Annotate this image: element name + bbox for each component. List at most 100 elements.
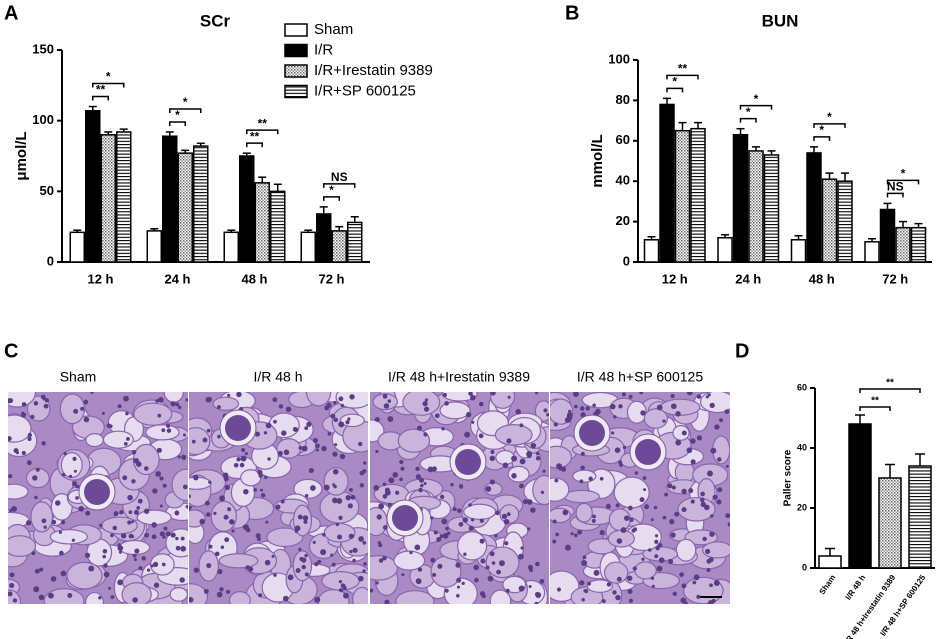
nucleus: [681, 430, 687, 436]
nucleus: [522, 499, 528, 505]
nucleus: [552, 519, 557, 524]
nucleus: [579, 479, 584, 484]
bar: [146, 230, 162, 263]
nucleus: [30, 414, 35, 419]
nucleus: [332, 468, 339, 475]
nucleus: [340, 583, 346, 589]
nucleus: [681, 583, 687, 589]
nucleus: [419, 477, 425, 483]
nucleus: [526, 451, 533, 457]
tubule: [463, 503, 497, 520]
nucleus: [378, 503, 385, 510]
glomerulus: [84, 479, 110, 505]
nucleus: [526, 499, 533, 505]
nucleus: [60, 570, 67, 577]
tubule: [532, 474, 549, 506]
nucleus: [707, 393, 711, 397]
nucleus: [304, 493, 309, 498]
micrograph-title: I/R 48 h+SP 600125: [577, 369, 703, 385]
nucleus: [427, 466, 434, 473]
nucleus: [294, 427, 299, 432]
nucleus: [641, 557, 645, 561]
nucleus: [502, 462, 509, 468]
nucleus: [26, 460, 32, 466]
bar: [908, 465, 932, 569]
nucleus: [592, 403, 596, 408]
nucleus: [420, 483, 424, 488]
nucleus: [716, 499, 722, 505]
bar: [895, 226, 911, 263]
nucleus: [177, 455, 181, 459]
nucleus: [579, 406, 585, 411]
nucleus: [627, 589, 633, 594]
nucleus: [350, 494, 356, 500]
nucleus: [632, 566, 637, 571]
nucleus: [273, 573, 277, 577]
tubule: [121, 581, 152, 604]
tubule: [494, 424, 533, 446]
nucleus: [686, 392, 693, 396]
nucleus: [518, 553, 524, 560]
tubule: [684, 529, 718, 546]
nucleus: [423, 432, 428, 437]
nucleus: [146, 568, 151, 572]
nucleus: [491, 561, 496, 565]
tubule: [397, 428, 431, 453]
nucleus: [611, 431, 615, 435]
nucleus: [440, 494, 445, 500]
nucleus: [436, 537, 442, 543]
nucleus: [156, 447, 162, 453]
tubule: [575, 502, 593, 523]
nucleus: [220, 545, 225, 549]
nucleus: [690, 459, 696, 465]
nucleus: [382, 525, 388, 530]
nucleus: [98, 596, 102, 600]
nucleus: [128, 533, 134, 539]
nucleus: [681, 507, 687, 513]
bracket: [92, 95, 109, 101]
nucleus: [236, 457, 241, 462]
nucleus: [281, 430, 287, 436]
nucleus: [295, 568, 301, 573]
bracket: [886, 179, 920, 185]
nucleus: [382, 482, 387, 487]
nucleus: [166, 428, 172, 433]
nucleus: [535, 456, 541, 461]
nucleus: [338, 396, 344, 402]
nucleus: [613, 415, 617, 419]
nucleus: [112, 525, 118, 531]
tubule: [8, 483, 29, 500]
nucleus: [153, 582, 160, 588]
nucleus: [616, 576, 622, 582]
nucleus: [132, 449, 137, 455]
nucleus: [101, 411, 105, 415]
nucleus: [231, 529, 235, 533]
nucleus: [12, 598, 18, 603]
nucleus: [727, 522, 730, 527]
nucleus: [340, 403, 344, 408]
nucleus: [696, 394, 702, 399]
nucleus: [282, 595, 289, 602]
nucleus: [574, 533, 578, 538]
nucleus: [83, 416, 90, 423]
nucleus: [431, 466, 437, 472]
nucleus: [180, 545, 187, 552]
nucleus: [668, 558, 674, 565]
bracket: [666, 87, 684, 93]
nucleus: [653, 505, 658, 510]
nucleus: [712, 494, 718, 500]
nucleus: [654, 534, 659, 538]
nucleus: [628, 505, 633, 511]
nucleus: [224, 537, 230, 543]
nucleus: [707, 600, 714, 604]
nucleus: [333, 417, 339, 423]
nucleus: [395, 490, 400, 495]
tubule: [30, 501, 54, 533]
significance-label: **: [258, 116, 268, 130]
chart-title: SCr: [200, 11, 231, 30]
nucleus: [314, 561, 319, 567]
nucleus: [588, 476, 593, 481]
nucleus: [224, 484, 230, 491]
bar: [763, 154, 780, 263]
tubule: [534, 400, 549, 422]
